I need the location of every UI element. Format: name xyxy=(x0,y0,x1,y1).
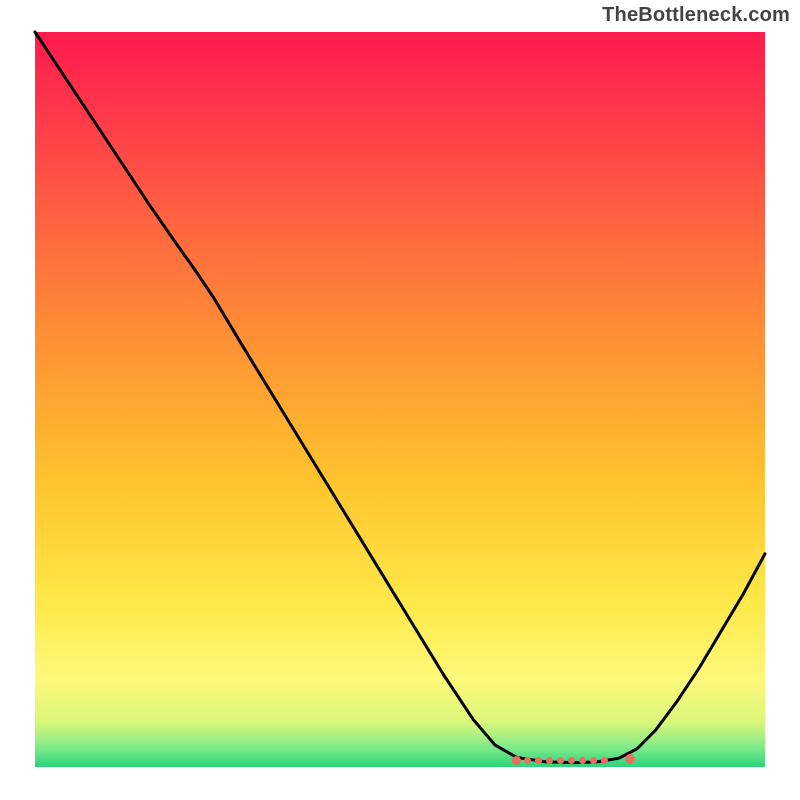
chart-marker-point xyxy=(601,757,608,764)
chart-marker-point xyxy=(512,756,521,765)
chart-marker-layer xyxy=(35,32,765,767)
chart-marker-point xyxy=(535,757,542,764)
chart-marker-point xyxy=(625,754,635,764)
chart-marker-point xyxy=(579,757,586,764)
chart-marker-point xyxy=(590,757,597,764)
chart-marker-point xyxy=(568,757,575,764)
chart-marker-point xyxy=(557,757,564,764)
chart-marker-point xyxy=(524,757,531,764)
chart-marker-point xyxy=(546,757,553,764)
chart-plot-area xyxy=(35,32,765,767)
watermark-text: TheBottleneck.com xyxy=(602,4,790,27)
